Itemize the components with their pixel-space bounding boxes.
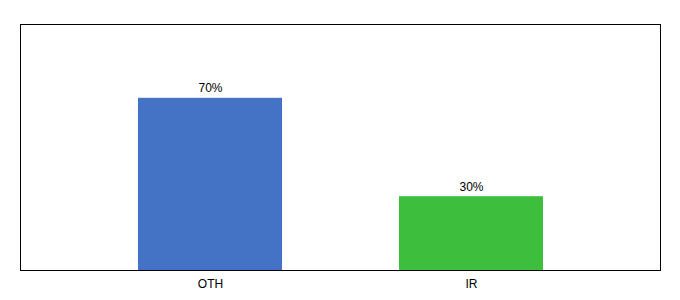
svg-text:OTH: OTH bbox=[198, 277, 223, 291]
svg-text:30%: 30% bbox=[459, 180, 483, 194]
svg-text:70%: 70% bbox=[198, 81, 222, 95]
svg-text:IR: IR bbox=[466, 277, 478, 291]
